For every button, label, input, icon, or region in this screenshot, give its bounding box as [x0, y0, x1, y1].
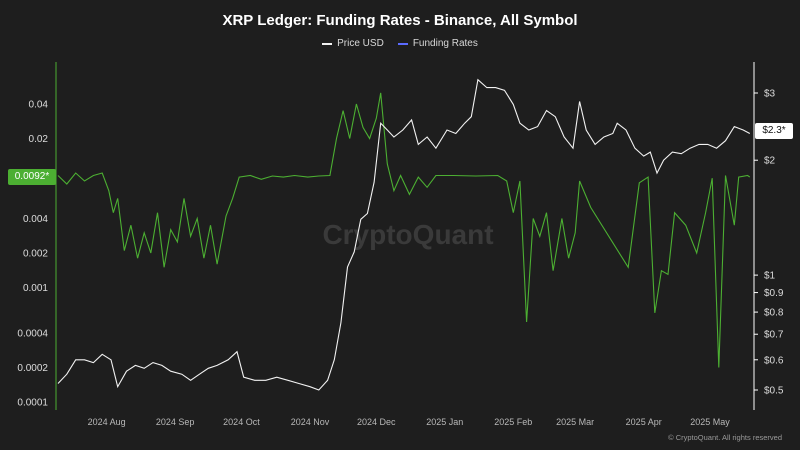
legend-item-funding[interactable]: Funding Rates	[397, 38, 478, 49]
chart-title: XRP Ledger: Funding Rates - Binance, All…	[222, 12, 578, 29]
right-tick-label: $0.9	[764, 288, 784, 299]
x-tick-label: 2024 Aug	[88, 417, 126, 427]
right-tick-label: $1	[764, 271, 776, 282]
right-tick-label: $0.5	[764, 386, 784, 397]
chart-legend: Price USD Funding Rates	[0, 38, 800, 49]
right-axis-ticks: $3 $2 $1 $0.9 $0.8 $0.7 $0.6 $0.5	[754, 89, 784, 397]
funding-rates-series-line	[57, 92, 751, 368]
right-tick-label: $2	[764, 156, 776, 167]
x-tick-label: 2025 Mar	[556, 417, 594, 427]
right-tick-label: $0.6	[764, 355, 784, 366]
x-tick-label: 2025 Feb	[494, 417, 532, 427]
left-tick-label: 0.04	[29, 100, 49, 111]
left-tick-label: 0.001	[23, 283, 48, 294]
left-tick-label: 0.002	[23, 249, 48, 260]
right-tick-label: $0.8	[764, 308, 784, 319]
current-price-badge: $2.3*	[755, 123, 793, 139]
current-funding-badge: 0.0092*	[8, 169, 56, 185]
left-tick-label: 0.0002	[17, 363, 48, 374]
legend-swatch-funding	[397, 42, 408, 45]
x-tick-label: 2024 Nov	[291, 417, 330, 427]
legend-item-price[interactable]: Price USD	[322, 38, 384, 49]
watermark: CryptoQuant	[322, 219, 493, 250]
copyright-text: © CryptoQuant. All rights reserved	[668, 433, 782, 442]
left-tick-label: 0.0001	[17, 398, 48, 409]
x-axis-ticks: 2024 Aug 2024 Sep 2024 Oct 2024 Nov 2024 Dec…	[88, 417, 731, 427]
price-usd-series-line	[57, 78, 751, 391]
x-tick-label: 2024 Dec	[357, 417, 396, 427]
x-tick-label: 2024 Sep	[156, 417, 195, 427]
x-tick-label: 2024 Oct	[223, 417, 260, 427]
left-tick-label: 0.02	[29, 134, 49, 145]
left-tick-label: 0.0004	[17, 329, 48, 340]
x-tick-label: 2025 Apr	[626, 417, 662, 427]
left-tick-label: 0.004	[23, 214, 48, 225]
x-tick-label: 2025 May	[690, 417, 730, 427]
right-tick-label: $0.7	[764, 330, 784, 341]
legend-label-funding: Funding Rates	[412, 38, 478, 49]
x-tick-label: 2025 Jan	[426, 417, 463, 427]
legend-label-price: Price USD	[337, 38, 384, 49]
legend-swatch-price	[322, 42, 333, 45]
left-axis-ticks: 0.04 0.02 0.004 0.002 0.001 0.0004 0.0002 0.000…	[17, 100, 48, 409]
right-tick-label: $3	[764, 89, 776, 100]
